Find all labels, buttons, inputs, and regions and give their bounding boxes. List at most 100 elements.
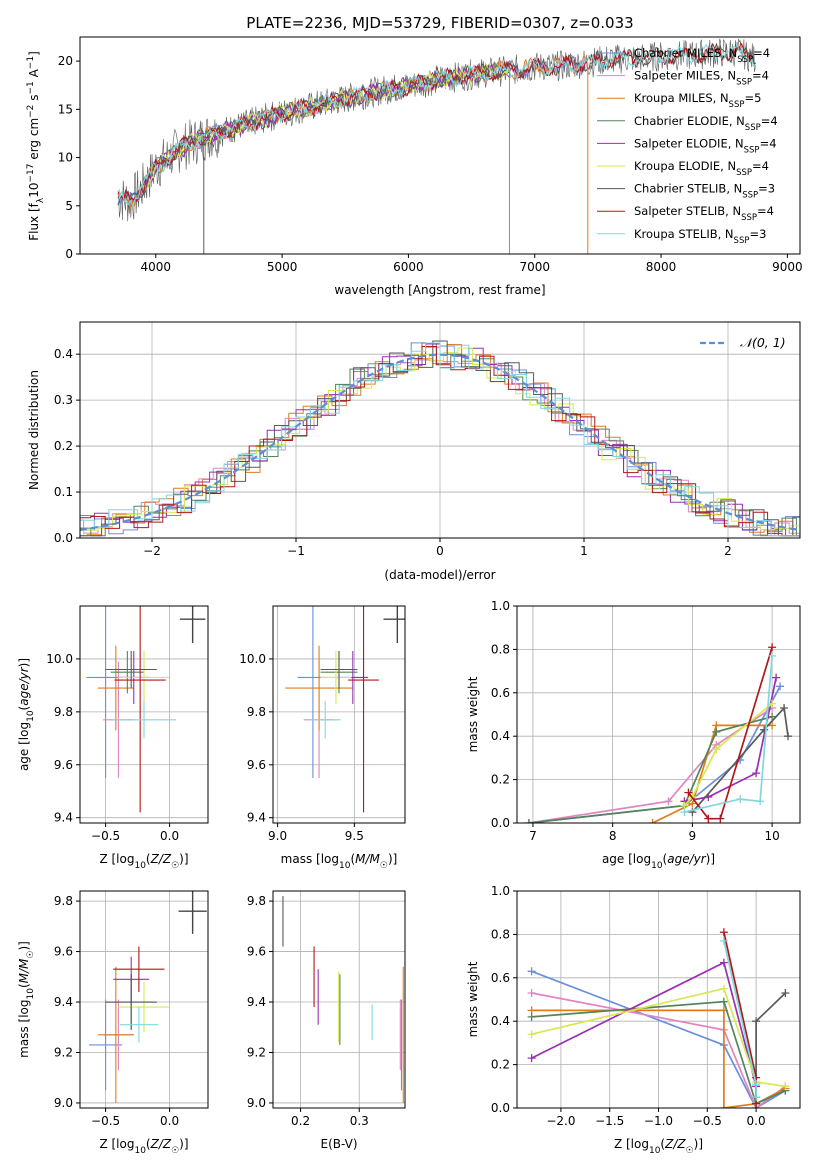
label-part: M/M	[355, 852, 380, 866]
label-part: s	[27, 95, 41, 105]
legend-entry: Salpeter ELODIE, NSSP=4	[634, 136, 777, 155]
weight-marker	[736, 795, 745, 804]
plot-area	[524, 643, 793, 823]
label-part: 10	[134, 1146, 146, 1156]
y-tick-label: 0.4	[54, 347, 73, 361]
weight-marker	[684, 788, 693, 797]
weight-marker	[752, 1093, 761, 1102]
errorbar-point	[320, 650, 358, 689]
weight-marker	[719, 936, 728, 945]
x-tick-label: −0.5	[91, 1114, 120, 1128]
x-tick-label: 0.0	[160, 829, 179, 843]
plot-area	[80, 340, 800, 537]
label-part: (	[17, 983, 31, 988]
label-part: wavelength [Angstrom, rest frame]	[334, 283, 545, 297]
legend-sub: SSP	[736, 168, 752, 178]
y-tick-label: 9.4	[54, 811, 73, 825]
label-part: Z/Z	[664, 1137, 686, 1151]
weight-marker	[756, 797, 765, 806]
weight-marker	[768, 643, 777, 652]
x-tick-label: 7000	[519, 260, 550, 274]
weight-marker	[768, 721, 777, 730]
panel-residuals: −2 −1 0 1 2 0.0 0.1 0.2 0.3 0.4 (data-model)/error…	[27, 321, 801, 582]
label-part: 10	[134, 861, 146, 871]
weight-marker	[719, 997, 728, 1006]
y-tick-label: 9.2	[247, 1045, 266, 1059]
label-part: E(B-V)	[320, 1137, 357, 1151]
errorbar-point	[118, 650, 170, 704]
weight-marker	[648, 819, 657, 823]
weight-marker	[524, 819, 533, 823]
y-tick-label: 0.4	[491, 729, 510, 743]
label-part: M/M	[17, 958, 31, 983]
legend-text: Kroupa MILES, N	[634, 91, 729, 105]
panel-mass-weight-vs-Z: −2.0 −1.5 −1.0 −0.5 0.0 0.0 0.2 0.4 0.6 0.8 1.0 Z […	[466, 884, 801, 1156]
x-axis-label: Z [log10(Z/Z☉)]	[614, 1137, 703, 1156]
weight-marker	[527, 1054, 536, 1063]
panel-age-vs-mass: 9.0 9.5 9.4 9.6 9.8 10.0 mass [log10(M/M☉)]	[239, 605, 406, 871]
legend-entry: Chabrier ELODIE, NSSP=4	[634, 114, 778, 133]
label-part: −17	[26, 164, 36, 183]
histogram-step	[80, 340, 800, 537]
y-tick-label: 9.4	[247, 811, 266, 825]
legend-text: Chabrier ELODIE, N	[634, 114, 745, 128]
x-tick-label: 9	[689, 829, 697, 843]
weight-marker	[527, 1030, 536, 1039]
errorbar-point	[114, 606, 166, 813]
label-part: ]	[27, 51, 41, 56]
y-tick-label: 1.0	[491, 599, 510, 613]
x-tick-label: 7	[529, 829, 537, 843]
weight-marker	[527, 1012, 536, 1021]
weight-marker	[712, 745, 721, 754]
errorbar-point	[348, 606, 379, 813]
label-part: )]	[706, 852, 715, 866]
y-tick-label: 9.8	[54, 894, 73, 908]
y-tick-label: 9.6	[54, 945, 73, 959]
errorbar-point	[309, 701, 341, 739]
label-part: −1	[26, 56, 36, 69]
model-line	[142, 60, 510, 183]
errorbar-point	[383, 606, 405, 644]
legend-tail: =3	[758, 182, 775, 196]
y-tick-label: 9.0	[247, 1096, 266, 1110]
x-tick-label: 5000	[267, 260, 298, 274]
x-tick-label: 0.3	[350, 1114, 369, 1128]
label-part: Z/Z	[150, 852, 172, 866]
legend-sub: SSP	[742, 191, 758, 201]
label-part: Z/Z	[150, 1137, 172, 1151]
y-tick-label: 20	[58, 54, 73, 68]
errorbar-point	[97, 966, 134, 1103]
legend-tail: =4	[760, 136, 777, 150]
y-tick-label: 0.3	[54, 393, 73, 407]
legend-entry: 𝒩(0, 1)	[740, 335, 786, 350]
errorbar-point	[178, 891, 207, 934]
y-axis-label: age [log10(age/yr)]	[17, 658, 36, 771]
legend-tail: =4	[752, 69, 769, 83]
weight-marker	[716, 814, 725, 823]
legend-sub: SSP	[741, 213, 757, 223]
label-part: (	[660, 1137, 665, 1151]
y-tick-label: 9.8	[247, 705, 266, 719]
panel-age-vs-Z: −0.5 0.09.49.69.810.0Z [log10(Z/Z☉)]age […	[17, 605, 209, 871]
legend-tail: =3	[749, 227, 766, 241]
weight-line	[531, 987, 786, 1088]
weight-marker	[719, 928, 728, 937]
weight-marker	[768, 651, 777, 660]
axes-frame	[272, 890, 406, 1109]
x-tick-label: 10	[764, 829, 779, 843]
label-part: Z [log	[99, 1137, 134, 1151]
x-axis-label: wavelength [Angstrom, rest frame]	[334, 283, 545, 297]
label-part: 10	[26, 988, 36, 1000]
errorbar-point	[97, 645, 134, 731]
y-tick-label: 0.1	[54, 485, 73, 499]
weight-marker	[527, 967, 536, 976]
weight-marker	[719, 984, 728, 993]
y-tick-label: 0.2	[54, 439, 73, 453]
weight-marker	[781, 1082, 790, 1091]
weight-marker	[719, 1104, 728, 1108]
x-tick-label: −1.0	[644, 1114, 673, 1128]
label-part: erg cm	[27, 118, 41, 164]
weight-marker	[780, 703, 789, 712]
legend-text: Salpeter MILES, N	[634, 69, 736, 83]
